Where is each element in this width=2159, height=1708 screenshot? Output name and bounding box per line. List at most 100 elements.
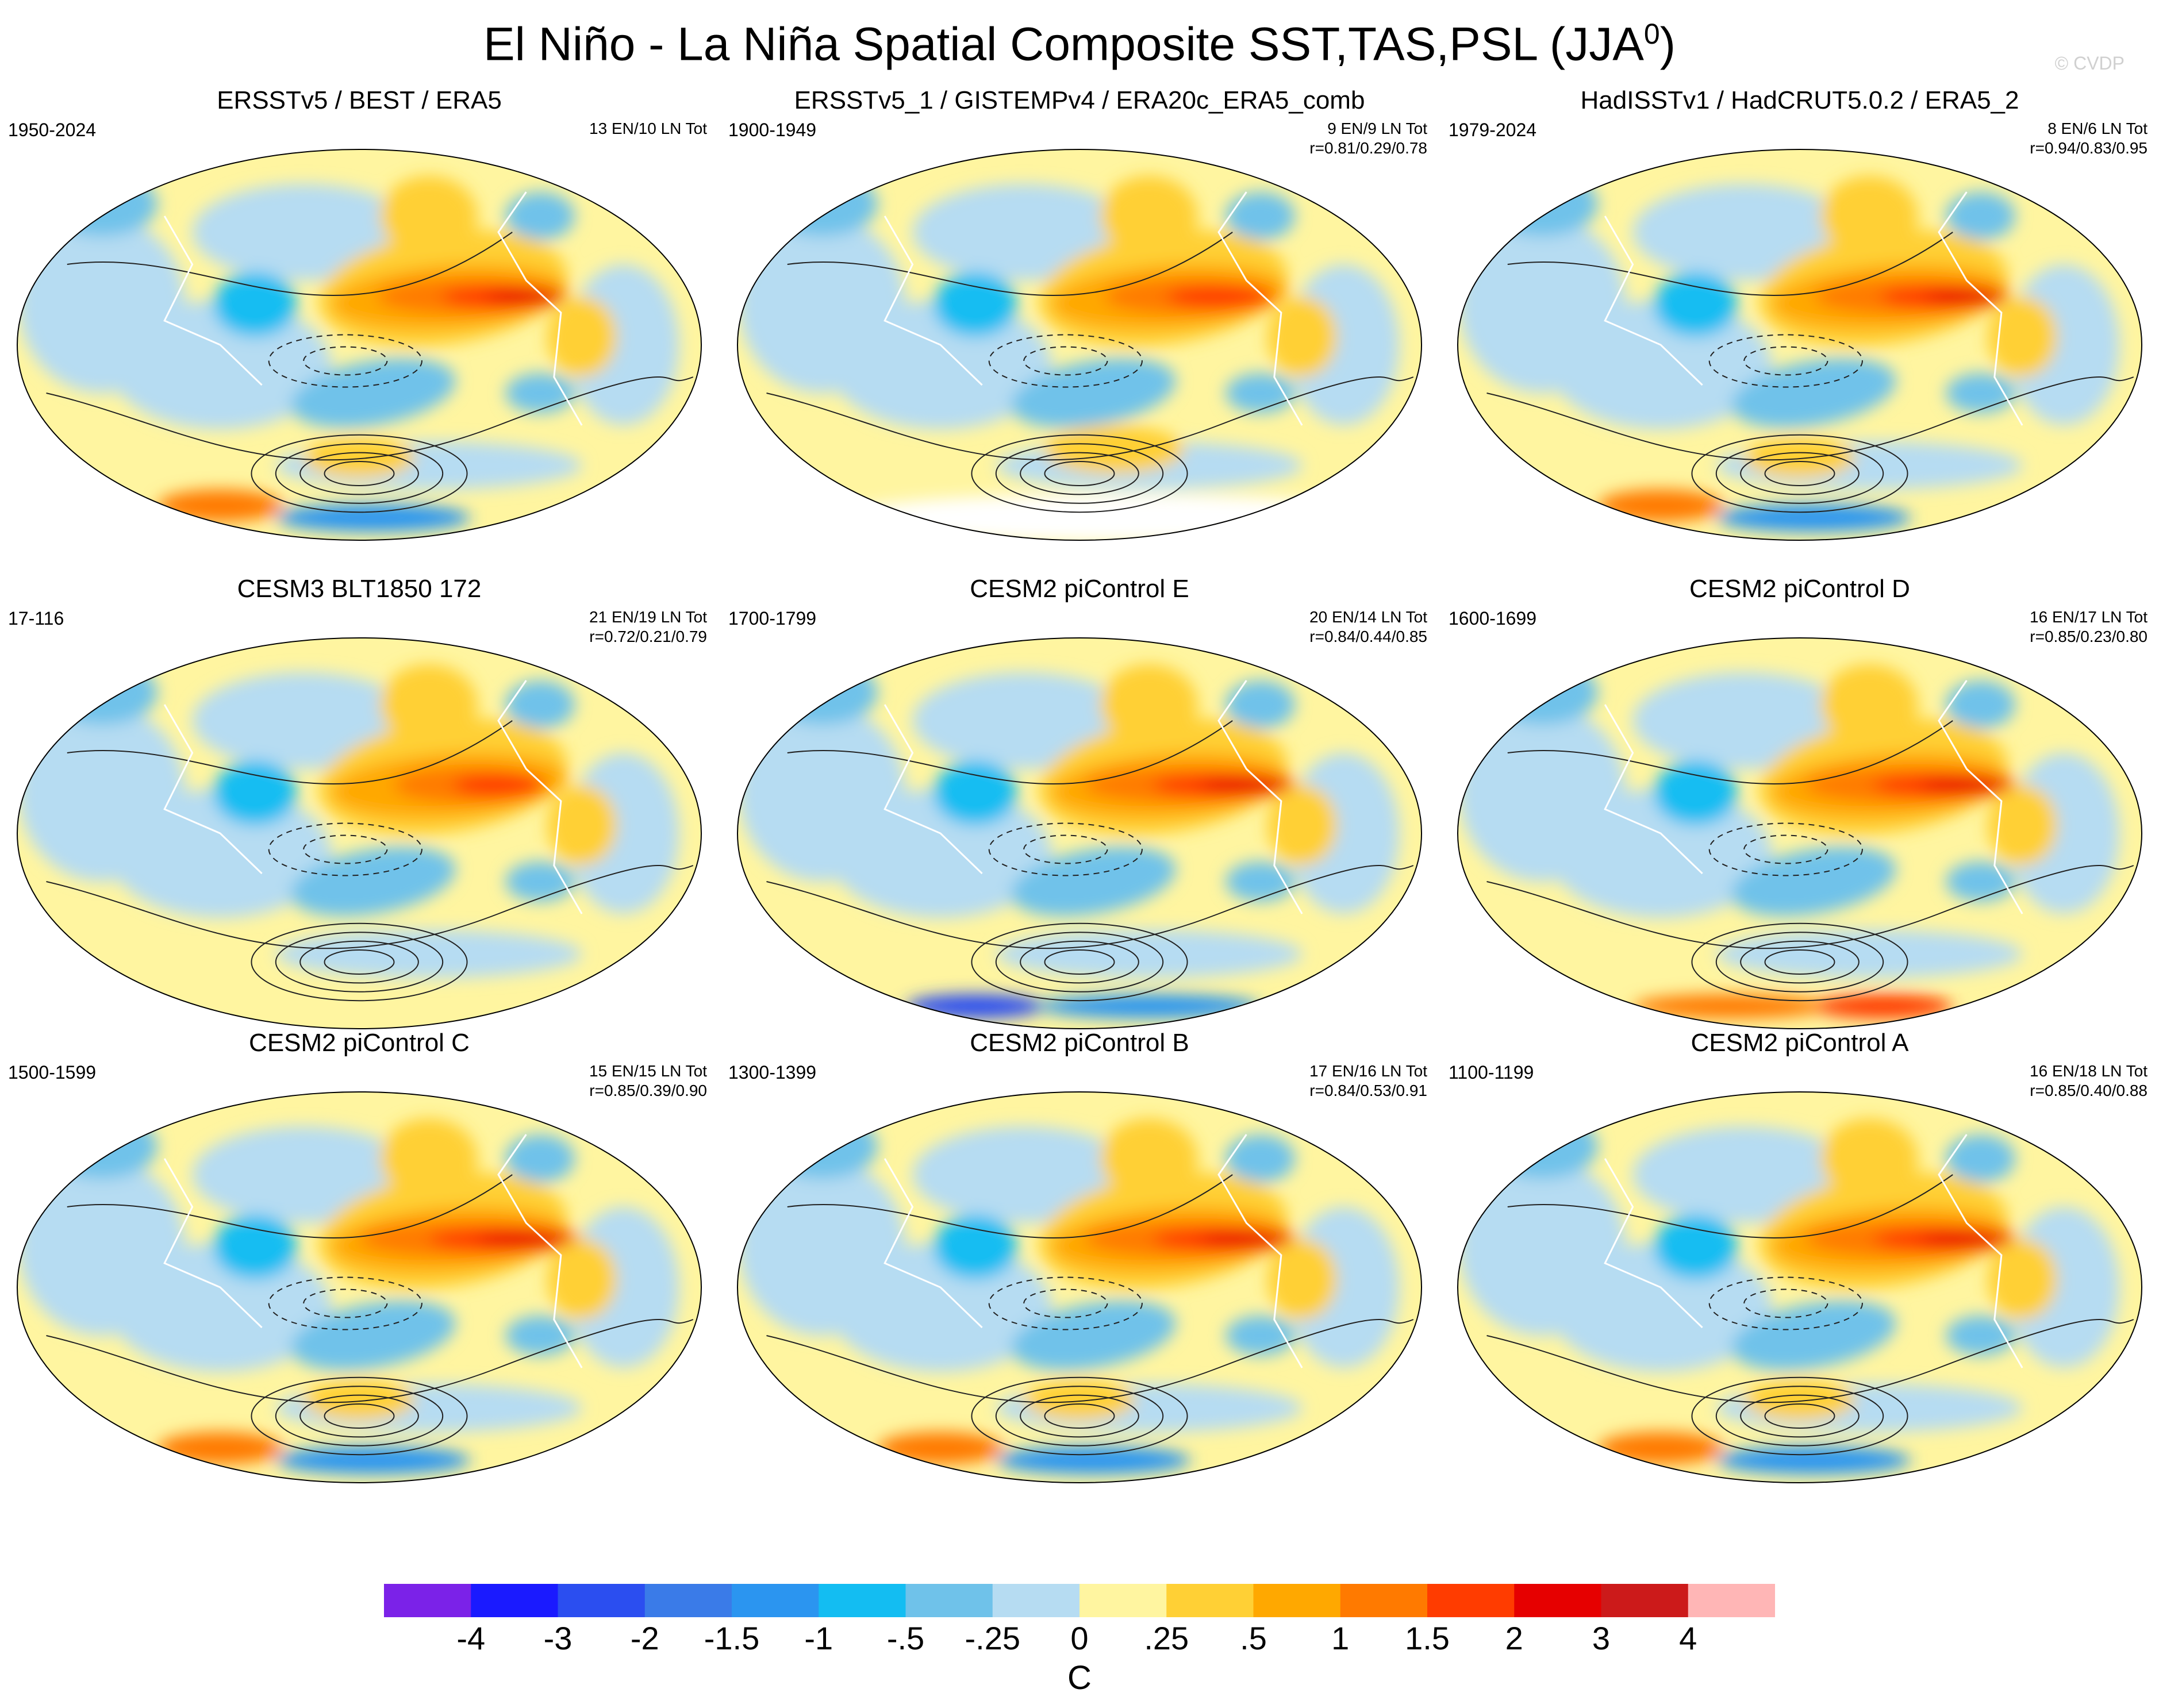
colorbar-tick-label: .25 [1144, 1620, 1189, 1656]
map-panel: ERSSTv5 / BEST / ERA5 1950-2024 13 EN/10 L… [0, 86, 719, 546]
psl-contour-positive [299, 940, 419, 984]
colorbar-swatch [1514, 1584, 1601, 1617]
map-plot [17, 1091, 702, 1483]
warm-anomaly-region [1200, 778, 1293, 793]
coastline-asia-australia [1604, 1158, 1703, 1329]
cool-anomaly-region [829, 301, 1052, 429]
cool-anomaly-region [1946, 1134, 2016, 1183]
psl-contour-positive [275, 443, 444, 504]
psl-contour-positive [324, 1403, 395, 1429]
cool-anomaly-region [1946, 1315, 2016, 1356]
panel-pattern-correlation: r=0.84/0.53/0.91 [1309, 1082, 1427, 1099]
psl-contour-positive [251, 922, 468, 1002]
psl-contour-positive [995, 443, 1164, 504]
cool-anomaly-region [46, 172, 158, 236]
colorbar-swatch [1166, 1584, 1254, 1617]
cool-anomaly-region [933, 761, 1017, 825]
psl-contour-negative [1743, 346, 1828, 376]
panel-title: ERSSTv5_1 / GISTEMPv4 / ERA20c_ERA5_comb [794, 86, 1365, 114]
psl-zero-contour [67, 1174, 513, 1238]
psl-contour-positive [1044, 1403, 1115, 1429]
warm-anomaly-region [1814, 994, 1953, 1018]
map-border [1457, 637, 2142, 1029]
warm-anomaly-region [1598, 1432, 1723, 1464]
warm-anomaly-region [547, 1239, 617, 1320]
panel-title: CESM2 piControl B [970, 1029, 1189, 1057]
psl-contour-negative [988, 1276, 1143, 1330]
psl-zero-contour [1486, 1319, 2134, 1403]
psl-contour-negative [268, 1276, 422, 1330]
psl-zero-contour [787, 232, 1233, 296]
psl-contour-negative [1708, 334, 1863, 388]
coastline-asia-australia [163, 216, 263, 386]
cool-anomaly-region [213, 272, 297, 337]
cool-anomaly-region [933, 272, 1017, 337]
psl-contour-positive [251, 1376, 468, 1456]
cool-anomaly-region [213, 1215, 297, 1279]
psl-zero-contour [787, 720, 1233, 784]
cool-anomaly-region [1716, 1446, 1911, 1475]
colorbar-swatch [1427, 1584, 1515, 1617]
cool-anomaly-region [1946, 192, 2016, 240]
coastline-asia-australia [163, 704, 263, 875]
warm-anomaly-region [547, 297, 617, 377]
figure-title: El Niño - La Niña Spatial Composite SST,… [483, 18, 1676, 71]
panel-title: CESM2 piControl E [970, 575, 1189, 603]
cool-anomaly-region [1946, 373, 2016, 413]
map-panel: CESM2 piControl C 1500-1599 15 EN/15 LN To… [0, 1029, 719, 1488]
map-plot [737, 637, 1422, 1029]
psl-contour-positive [1715, 932, 1884, 993]
psl-contour-negative [1023, 1288, 1108, 1318]
cool-anomaly-region [1731, 847, 1896, 917]
coastline-asia-australia [1604, 216, 1703, 386]
warm-anomaly-region [878, 1432, 1003, 1464]
warm-anomaly-region [1744, 437, 1855, 478]
warm-anomaly-region [1598, 490, 1723, 522]
psl-contour-positive [1691, 1376, 1908, 1456]
map-border [1457, 1091, 2142, 1483]
map-border [17, 1091, 702, 1483]
psl-contour-positive [1740, 1394, 1860, 1438]
warm-anomaly-region [1820, 1118, 1918, 1199]
warm-anomaly-region [1267, 785, 1337, 865]
warm-anomaly-region [1920, 1232, 2013, 1247]
psl-zero-contour [46, 1319, 694, 1403]
cool-anomaly-region [1486, 660, 1599, 725]
cool-anomaly-region [1226, 373, 1296, 413]
watermark: © CVDP [2054, 53, 2125, 74]
psl-contour-negative [303, 834, 388, 864]
colorbar-swatch [558, 1584, 646, 1617]
colorbar-swatch [1253, 1584, 1341, 1617]
coastline-americas [1938, 191, 2023, 426]
cool-anomaly-region [766, 1114, 878, 1179]
cool-anomaly-region [1011, 1301, 1176, 1371]
panel-title: CESM3 BLT1850 172 [237, 575, 482, 603]
warm-anomaly-region [486, 289, 566, 304]
coastline-asia-australia [1604, 704, 1703, 875]
cool-anomaly-region [933, 1215, 1017, 1279]
cool-anomaly-region [1486, 1114, 1599, 1179]
colorbar-tick-label: -3 [543, 1620, 573, 1656]
psl-contour-negative [268, 822, 422, 876]
warm-anomaly-region [1820, 176, 1918, 256]
psl-contour-positive [251, 434, 468, 513]
psl-contour-positive [1764, 461, 1835, 486]
panel-years: 1500-1599 [8, 1062, 97, 1083]
cool-anomaly-region [1038, 994, 1261, 1018]
psl-zero-contour [766, 376, 1414, 461]
colorbar-tick-label: 1.5 [1405, 1620, 1450, 1656]
colorbar-units: C [1067, 1659, 1092, 1697]
panel-pattern-correlation: r=0.81/0.29/0.78 [1309, 139, 1427, 157]
warm-anomaly-region [477, 1232, 575, 1247]
cool-anomaly-region [290, 847, 456, 917]
warm-anomaly-region [304, 437, 415, 478]
colorbar [384, 1584, 1775, 1617]
panel-years: 1979-2024 [1449, 120, 1537, 140]
psl-contour-positive [1044, 949, 1115, 975]
map-panel: CESM3 BLT1850 172 17-116 21 EN/19 LN Tot r=… [0, 575, 719, 1034]
panel-years: 1600-1699 [1449, 608, 1537, 629]
cool-anomaly-region [109, 1243, 332, 1372]
psl-contour-negative [1023, 834, 1108, 864]
cool-anomaly-region [829, 789, 1052, 918]
map-panel: HadISSTv1 / HadCRUT5.0.2 / ERA5_2 1979-20… [1440, 86, 2159, 546]
